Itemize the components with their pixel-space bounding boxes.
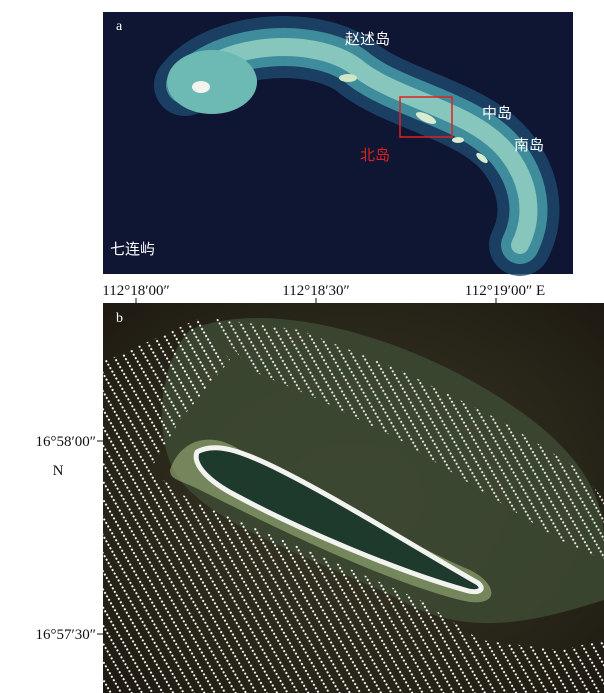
highlight-label: 北岛 (360, 146, 390, 164)
place-label: 中岛 (482, 104, 512, 122)
panel-label: b (116, 311, 123, 326)
x-tick-label: 112°18′30″ (282, 283, 349, 299)
islet (339, 74, 357, 82)
panel-label: a (116, 19, 123, 34)
islet (452, 137, 464, 143)
y-tick-label: 16°57′30″ (35, 627, 96, 643)
figure: a 赵述岛 中岛 南岛 七连屿 北岛 112°18′00″ 112°18′30″… (0, 0, 604, 693)
y-tick-label: 16°58′00″ (35, 434, 96, 450)
panel-a: a 赵述岛 中岛 南岛 七连屿 北岛 (103, 12, 573, 274)
place-label: 南岛 (514, 136, 544, 154)
place-label: 七连屿 (110, 240, 155, 258)
y-axis-label: N (53, 463, 64, 479)
x-tick-label: 112°19′00″ E (465, 283, 545, 299)
place-label: 赵述岛 (345, 30, 390, 48)
panel-b: 112°18′00″ 112°18′30″ 112°19′00″ E 16°58… (35, 283, 604, 693)
atoll-west (167, 50, 257, 114)
x-tick-label: 112°18′00″ (102, 283, 169, 299)
islet (192, 81, 210, 93)
